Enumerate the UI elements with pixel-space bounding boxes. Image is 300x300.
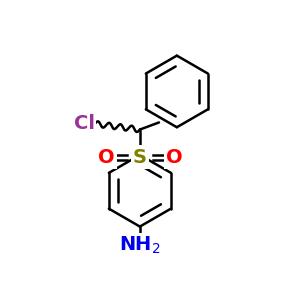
Text: Cl: Cl xyxy=(74,114,95,133)
Text: S: S xyxy=(133,148,147,167)
Text: O: O xyxy=(98,148,115,167)
Text: O: O xyxy=(166,148,183,167)
Text: NH$_2$: NH$_2$ xyxy=(119,234,161,256)
